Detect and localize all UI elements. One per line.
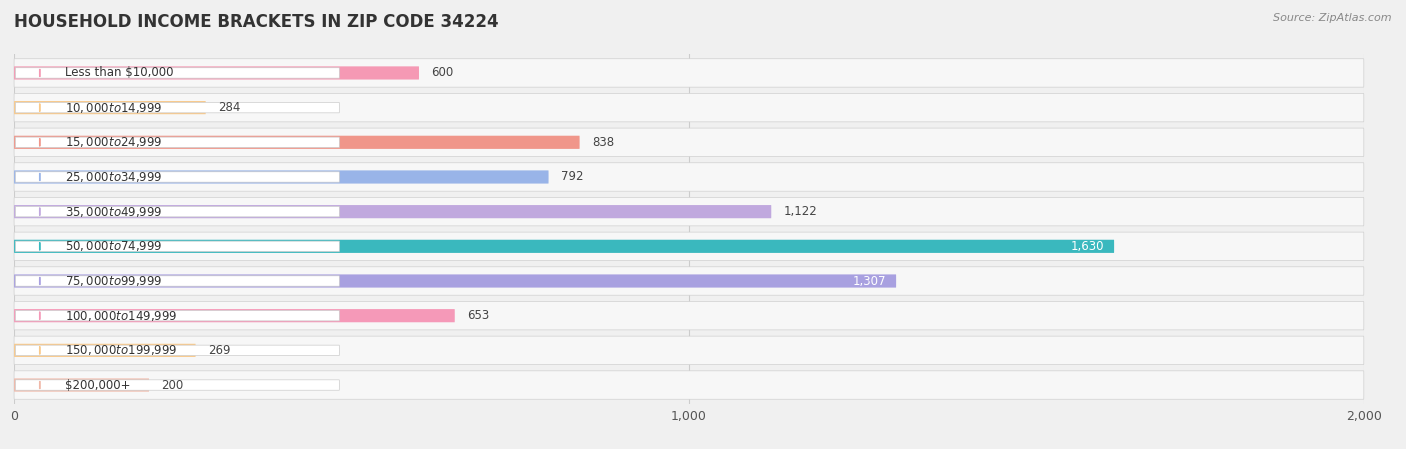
FancyBboxPatch shape bbox=[15, 137, 339, 148]
FancyBboxPatch shape bbox=[14, 336, 1364, 365]
FancyBboxPatch shape bbox=[14, 59, 1364, 87]
Text: 838: 838 bbox=[592, 136, 614, 149]
Text: Less than $10,000: Less than $10,000 bbox=[65, 66, 173, 79]
Text: 792: 792 bbox=[561, 171, 583, 184]
FancyBboxPatch shape bbox=[15, 241, 339, 251]
FancyBboxPatch shape bbox=[14, 198, 1364, 226]
Text: $200,000+: $200,000+ bbox=[65, 379, 131, 392]
FancyBboxPatch shape bbox=[14, 274, 896, 288]
FancyBboxPatch shape bbox=[14, 232, 1364, 260]
Text: 600: 600 bbox=[432, 66, 453, 79]
FancyBboxPatch shape bbox=[14, 101, 205, 114]
FancyBboxPatch shape bbox=[15, 345, 339, 356]
Text: 269: 269 bbox=[208, 344, 231, 357]
Text: $75,000 to $99,999: $75,000 to $99,999 bbox=[65, 274, 162, 288]
FancyBboxPatch shape bbox=[14, 66, 419, 79]
Text: 200: 200 bbox=[162, 379, 183, 392]
Text: Source: ZipAtlas.com: Source: ZipAtlas.com bbox=[1274, 13, 1392, 23]
FancyBboxPatch shape bbox=[15, 207, 339, 217]
FancyBboxPatch shape bbox=[14, 170, 548, 184]
FancyBboxPatch shape bbox=[15, 310, 339, 321]
Text: 1,307: 1,307 bbox=[852, 274, 886, 287]
Text: $35,000 to $49,999: $35,000 to $49,999 bbox=[65, 205, 162, 219]
Text: $10,000 to $14,999: $10,000 to $14,999 bbox=[65, 101, 162, 114]
Text: 1,122: 1,122 bbox=[783, 205, 817, 218]
FancyBboxPatch shape bbox=[15, 102, 339, 113]
FancyBboxPatch shape bbox=[14, 163, 1364, 191]
FancyBboxPatch shape bbox=[15, 172, 339, 182]
FancyBboxPatch shape bbox=[14, 371, 1364, 399]
Text: $150,000 to $199,999: $150,000 to $199,999 bbox=[65, 343, 177, 357]
FancyBboxPatch shape bbox=[14, 240, 1114, 253]
Text: $50,000 to $74,999: $50,000 to $74,999 bbox=[65, 239, 162, 253]
FancyBboxPatch shape bbox=[14, 93, 1364, 122]
FancyBboxPatch shape bbox=[15, 276, 339, 286]
Text: 1,630: 1,630 bbox=[1070, 240, 1104, 253]
Text: $25,000 to $34,999: $25,000 to $34,999 bbox=[65, 170, 162, 184]
FancyBboxPatch shape bbox=[14, 379, 149, 392]
FancyBboxPatch shape bbox=[14, 136, 579, 149]
Text: 653: 653 bbox=[467, 309, 489, 322]
FancyBboxPatch shape bbox=[15, 380, 339, 390]
FancyBboxPatch shape bbox=[14, 267, 1364, 295]
FancyBboxPatch shape bbox=[14, 205, 772, 218]
FancyBboxPatch shape bbox=[14, 344, 195, 357]
FancyBboxPatch shape bbox=[15, 68, 339, 78]
FancyBboxPatch shape bbox=[14, 301, 1364, 330]
Text: 284: 284 bbox=[218, 101, 240, 114]
Text: $15,000 to $24,999: $15,000 to $24,999 bbox=[65, 135, 162, 150]
Text: HOUSEHOLD INCOME BRACKETS IN ZIP CODE 34224: HOUSEHOLD INCOME BRACKETS IN ZIP CODE 34… bbox=[14, 13, 499, 31]
FancyBboxPatch shape bbox=[14, 128, 1364, 157]
FancyBboxPatch shape bbox=[14, 309, 454, 322]
Text: $100,000 to $149,999: $100,000 to $149,999 bbox=[65, 308, 177, 323]
